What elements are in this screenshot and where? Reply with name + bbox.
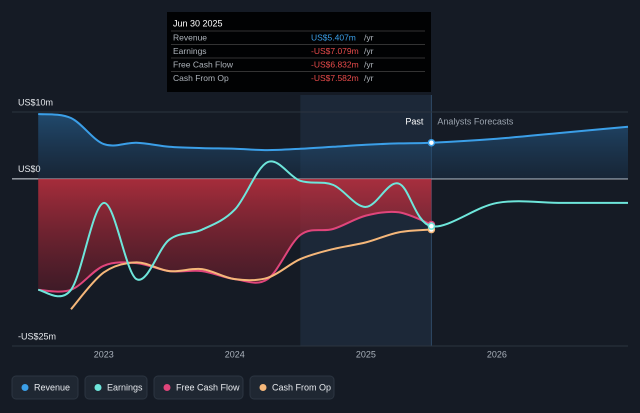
legend-label: Free Cash Flow <box>176 382 240 392</box>
hover-point <box>427 138 436 147</box>
legend-button[interactable] <box>249 375 335 400</box>
legend-swatch <box>259 384 267 391</box>
tooltip-label: Earnings <box>173 46 207 56</box>
tooltip-unit: /yr <box>364 59 374 69</box>
tooltip-unit: /yr <box>364 73 374 83</box>
x-tick-label: 2024 <box>225 349 245 359</box>
legend-label: Cash From Op <box>272 382 331 392</box>
tooltip-label: Cash From Op <box>173 73 229 83</box>
legend-item[interactable]: Free Cash Flow <box>153 375 244 400</box>
y-tick-label: US$0 <box>18 164 41 174</box>
x-tick-label: 2023 <box>94 349 114 359</box>
tooltip-value: -US$7.582m <box>311 73 359 83</box>
hover-point <box>427 222 436 230</box>
legend-item[interactable]: Earnings <box>84 375 148 400</box>
x-tick-label: 2025 <box>356 349 376 359</box>
past-label: Past <box>405 116 424 126</box>
tooltip-date: Jun 30 2025 <box>173 18 223 28</box>
series-line <box>37 160 628 298</box>
series-line <box>38 113 629 152</box>
series-area <box>38 114 628 179</box>
legend-button[interactable] <box>84 375 148 400</box>
series-area <box>38 178 432 292</box>
tooltip-label: Free Cash Flow <box>173 59 234 69</box>
legend-label: Earnings <box>107 382 143 392</box>
tooltip-value: US$5.407m <box>311 32 356 42</box>
legend-button[interactable] <box>11 375 79 400</box>
tooltip-unit: /yr <box>364 32 374 42</box>
series-line <box>70 228 432 310</box>
tooltip-label: Revenue <box>173 32 207 42</box>
legend-swatch <box>21 384 29 391</box>
legend-swatch <box>163 384 171 391</box>
x-tick-label: 2026 <box>487 349 507 359</box>
tooltip-unit: /yr <box>364 46 374 56</box>
y-tick-label: US$10m <box>18 97 53 107</box>
legend-item[interactable]: Revenue <box>11 375 79 400</box>
tooltip <box>167 12 431 92</box>
legend-label: Revenue <box>34 382 70 392</box>
y-tick-label: -US$25m <box>18 331 56 341</box>
forecast-label: Analysts Forecasts <box>437 116 514 126</box>
tooltip-value: -US$6.832m <box>311 59 359 69</box>
tooltip-value: -US$7.079m <box>311 46 359 56</box>
legend-item[interactable]: Cash From Op <box>249 375 335 400</box>
legend-swatch <box>94 384 102 391</box>
legend-button[interactable] <box>153 375 244 400</box>
